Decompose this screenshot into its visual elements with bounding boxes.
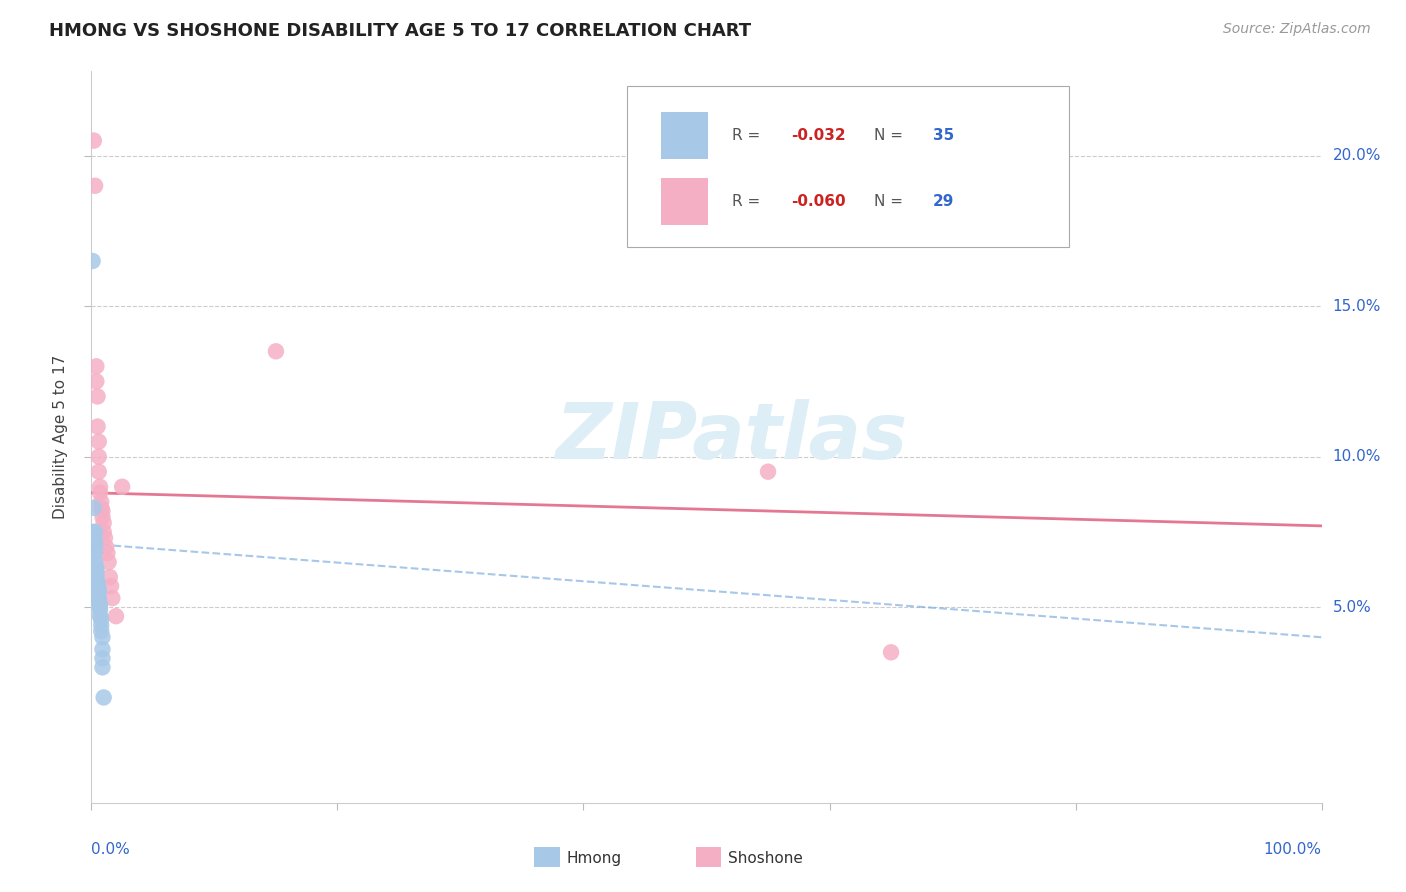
- Point: [93, 690, 115, 705]
- Point: [83, 134, 105, 148]
- Point: [91, 504, 114, 518]
- Point: [96, 540, 117, 554]
- Point: [90, 500, 112, 515]
- Text: Source: ZipAtlas.com: Source: ZipAtlas.com: [1223, 22, 1371, 37]
- Point: [89, 597, 111, 611]
- Point: [86, 576, 108, 591]
- Point: [111, 480, 134, 494]
- Text: N =: N =: [873, 194, 908, 209]
- Text: 5.0%: 5.0%: [1333, 599, 1371, 615]
- Point: [84, 533, 107, 548]
- Point: [86, 582, 108, 596]
- Point: [86, 564, 108, 578]
- Point: [84, 540, 107, 554]
- Point: [86, 570, 108, 584]
- Point: [83, 500, 105, 515]
- Point: [94, 531, 117, 545]
- Point: [90, 495, 112, 509]
- Text: 100.0%: 100.0%: [1264, 842, 1322, 856]
- Point: [86, 375, 108, 389]
- Point: [91, 660, 114, 674]
- FancyBboxPatch shape: [627, 86, 1070, 247]
- Point: [93, 524, 115, 539]
- Point: [87, 594, 110, 608]
- Bar: [661, 112, 707, 160]
- Point: [91, 509, 114, 524]
- Point: [91, 642, 114, 657]
- Text: Hmong: Hmong: [567, 851, 621, 865]
- Point: [84, 555, 107, 569]
- Point: [96, 546, 118, 560]
- Text: 20.0%: 20.0%: [1333, 148, 1381, 163]
- Point: [84, 546, 107, 560]
- Point: [105, 609, 127, 624]
- Text: R =: R =: [733, 194, 765, 209]
- Text: 29: 29: [934, 194, 955, 209]
- Point: [86, 564, 108, 578]
- Point: [89, 600, 111, 615]
- Point: [84, 537, 107, 551]
- Point: [97, 555, 120, 569]
- Text: -0.032: -0.032: [792, 128, 846, 144]
- Bar: [661, 178, 707, 226]
- Point: [87, 585, 110, 599]
- Y-axis label: Disability Age 5 to 17: Disability Age 5 to 17: [53, 355, 69, 519]
- Text: N =: N =: [873, 128, 908, 144]
- Point: [87, 434, 110, 449]
- Text: -0.060: -0.060: [792, 194, 846, 209]
- Point: [91, 630, 114, 644]
- Text: 35: 35: [934, 128, 955, 144]
- Point: [86, 567, 108, 582]
- Point: [91, 651, 114, 665]
- Point: [90, 624, 112, 639]
- Point: [101, 591, 124, 606]
- Point: [756, 465, 779, 479]
- Point: [90, 612, 112, 626]
- Text: 15.0%: 15.0%: [1333, 299, 1381, 314]
- Point: [86, 359, 108, 374]
- Text: HMONG VS SHOSHONE DISABILITY AGE 5 TO 17 CORRELATION CHART: HMONG VS SHOSHONE DISABILITY AGE 5 TO 17…: [49, 22, 751, 40]
- Point: [89, 603, 111, 617]
- Point: [86, 389, 108, 403]
- Point: [86, 419, 108, 434]
- Point: [100, 579, 122, 593]
- Point: [87, 582, 110, 596]
- Text: 0.0%: 0.0%: [91, 842, 131, 856]
- Point: [86, 573, 108, 587]
- Text: ZIPatlas: ZIPatlas: [555, 399, 907, 475]
- Point: [86, 579, 108, 593]
- Point: [84, 524, 107, 539]
- Point: [90, 618, 112, 632]
- Text: R =: R =: [733, 128, 765, 144]
- Point: [89, 609, 111, 624]
- Point: [86, 561, 108, 575]
- Point: [87, 465, 110, 479]
- Text: Shoshone: Shoshone: [728, 851, 803, 865]
- Point: [87, 591, 110, 606]
- Point: [86, 576, 108, 591]
- Point: [82, 254, 104, 268]
- Point: [880, 645, 903, 659]
- Point: [89, 485, 111, 500]
- Point: [93, 516, 115, 530]
- Text: 10.0%: 10.0%: [1333, 450, 1381, 464]
- Point: [98, 570, 121, 584]
- Point: [84, 178, 107, 193]
- Point: [87, 450, 110, 464]
- Point: [89, 480, 111, 494]
- Point: [83, 524, 105, 539]
- Point: [264, 344, 287, 359]
